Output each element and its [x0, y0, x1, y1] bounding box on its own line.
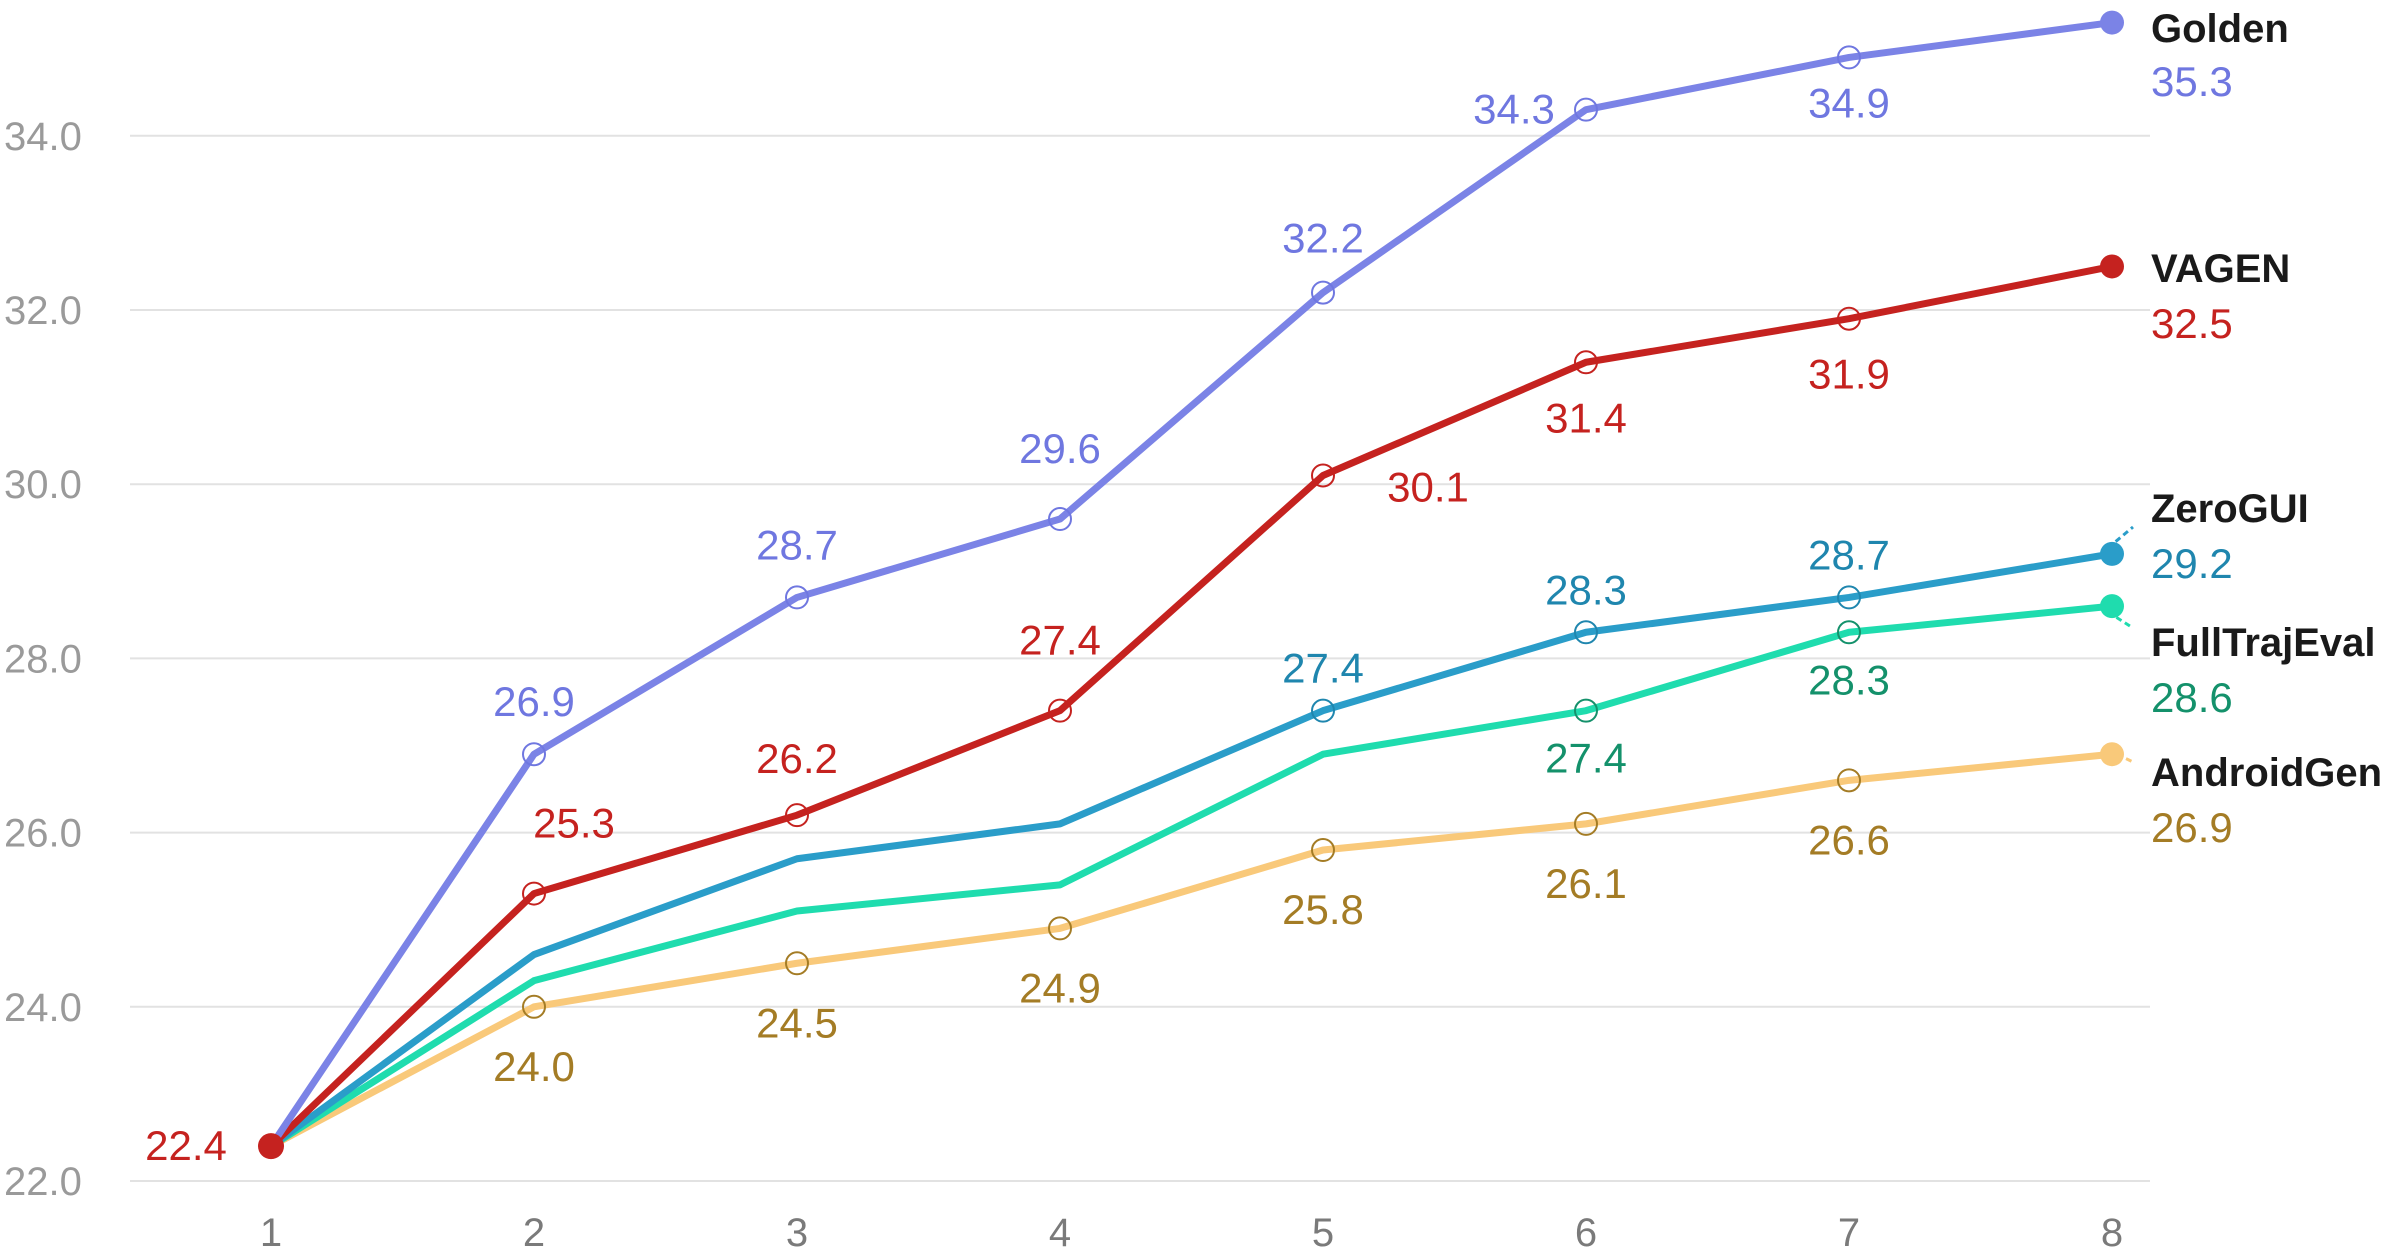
legend-value-vagen: 32.5	[2151, 300, 2233, 347]
legend-name-zerogui: ZeroGUI	[2151, 487, 2309, 531]
legend-connector-androidgen	[2107, 748, 2134, 764]
legend-value-golden: 35.3	[2151, 58, 2233, 105]
label-layer: 24.0 24.5 24.9 25.8 26.1 26.6 27.4 28.3 27.4 28.3…	[145, 79, 1890, 1169]
data-label-vagen: 27.4	[1019, 617, 1101, 664]
data-point-golden	[1311, 280, 1335, 305]
data-point-androidgen	[1311, 838, 1335, 863]
y-tick-label: 28.0	[4, 637, 82, 681]
data-label-zerogui: 28.3	[1545, 566, 1627, 613]
data-point-vagen	[1048, 698, 1072, 723]
legend-connector-zerogui	[2107, 525, 2134, 550]
endpoint-dot-androidgen	[2100, 742, 2124, 767]
marker-layer	[258, 10, 2124, 1160]
legend-name-golden: Golden	[2151, 7, 2289, 51]
data-point-golden	[522, 742, 546, 767]
y-tick-label: 30.0	[4, 463, 82, 507]
line-layer	[267, 19, 2116, 1150]
data-label-androidgen: 24.0	[493, 1043, 575, 1090]
data-label-androidgen: 26.6	[1808, 816, 1890, 863]
legend-name-vagen: VAGEN	[2151, 247, 2290, 291]
legend-name-fulltrajeval: FullTrajEval	[2151, 621, 2376, 665]
data-point-vagen	[785, 803, 809, 828]
data-label-golden: 26.9	[493, 678, 575, 725]
data-label-zerogui: 27.4	[1282, 645, 1364, 692]
x-tick-label: 8	[2101, 1211, 2123, 1254]
data-label-vagen: 30.1	[1387, 463, 1469, 510]
data-point-androidgen	[1574, 811, 1598, 836]
data-label-fulltrajeval: 27.4	[1545, 735, 1627, 782]
data-label-androidgen: 25.8	[1282, 886, 1364, 933]
data-label-vagen: 22.4	[145, 1122, 227, 1169]
x-tick-label: 4	[1049, 1211, 1071, 1254]
data-label-zerogui: 28.7	[1808, 531, 1890, 578]
data-label-fulltrajeval: 28.3	[1808, 656, 1890, 703]
data-point-vagen	[1837, 306, 1861, 331]
series-line-androidgen	[267, 750, 2116, 1150]
legend-layer: AndroidGen 26.9 FullTrajEval 28.6 ZeroGUI 29.…	[2107, 7, 2382, 851]
data-point-androidgen	[522, 994, 546, 1019]
data-label-golden: 32.2	[1282, 215, 1364, 262]
data-point-vagen	[1574, 350, 1598, 375]
data-point-golden	[1574, 97, 1598, 122]
data-point-androidgen	[1048, 916, 1072, 941]
endpoint-dot-golden	[2100, 10, 2124, 35]
y-tick-label: 32.0	[4, 289, 82, 333]
data-label-vagen: 26.2	[756, 735, 838, 782]
data-point-androidgen	[785, 951, 809, 976]
data-label-vagen: 31.4	[1545, 394, 1627, 441]
endpoint-dot-zerogui	[2100, 541, 2124, 566]
data-point-zerogui	[1574, 620, 1598, 645]
data-point-fulltrajeval	[1574, 698, 1598, 723]
endpoint-dot-fulltrajeval	[2100, 594, 2124, 619]
x-tick-label: 1	[260, 1211, 282, 1254]
legend-connector-fulltrajeval	[2107, 610, 2134, 630]
data-point-zerogui	[1311, 698, 1335, 723]
data-label-androidgen: 24.5	[756, 999, 838, 1046]
series-line-fulltrajeval	[267, 602, 2116, 1150]
endpoint-dot-vagen	[2100, 254, 2124, 279]
data-point-golden	[1837, 45, 1861, 70]
x-tick-label: 2	[523, 1211, 545, 1254]
data-point-golden	[1048, 507, 1072, 532]
x-tick-label: 6	[1575, 1211, 1597, 1254]
data-label-golden: 34.3	[1473, 86, 1555, 133]
legend-value-androidgen: 26.9	[2151, 804, 2233, 851]
data-point-fulltrajeval	[1837, 620, 1861, 645]
start-point-dot	[258, 1133, 284, 1160]
data-label-golden: 28.7	[756, 521, 838, 568]
legend-value-fulltrajeval: 28.6	[2151, 674, 2233, 721]
series-line-vagen	[267, 262, 2116, 1150]
data-point-zerogui	[1837, 585, 1861, 610]
data-label-vagen: 25.3	[533, 800, 615, 847]
data-point-vagen	[522, 881, 546, 906]
x-tick-label: 7	[1838, 1211, 1860, 1254]
legend-value-zerogui: 29.2	[2151, 540, 2233, 587]
axis-layer: 22.0 24.0 26.0 28.0 30.0 32.0 34.0 1 2 3 4 5 6 7 8	[4, 115, 2123, 1255]
legend-name-androidgen: AndroidGen	[2151, 751, 2382, 795]
x-tick-label: 3	[786, 1211, 808, 1254]
data-point-androidgen	[1837, 768, 1861, 793]
data-label-vagen: 31.9	[1808, 351, 1890, 398]
data-label-androidgen: 24.9	[1019, 964, 1101, 1011]
data-point-vagen	[1311, 463, 1335, 488]
x-tick-label: 5	[1312, 1211, 1334, 1254]
data-label-androidgen: 26.1	[1545, 860, 1627, 907]
data-label-golden: 29.6	[1019, 425, 1101, 472]
y-tick-label: 34.0	[4, 115, 82, 159]
series-line-zerogui	[267, 550, 2116, 1150]
data-label-golden: 34.9	[1808, 79, 1890, 126]
y-tick-label: 24.0	[4, 986, 82, 1030]
y-tick-label: 22.0	[4, 1160, 82, 1204]
data-point-golden	[785, 585, 809, 610]
series-line-golden	[267, 19, 2116, 1150]
y-tick-label: 26.0	[4, 812, 82, 856]
